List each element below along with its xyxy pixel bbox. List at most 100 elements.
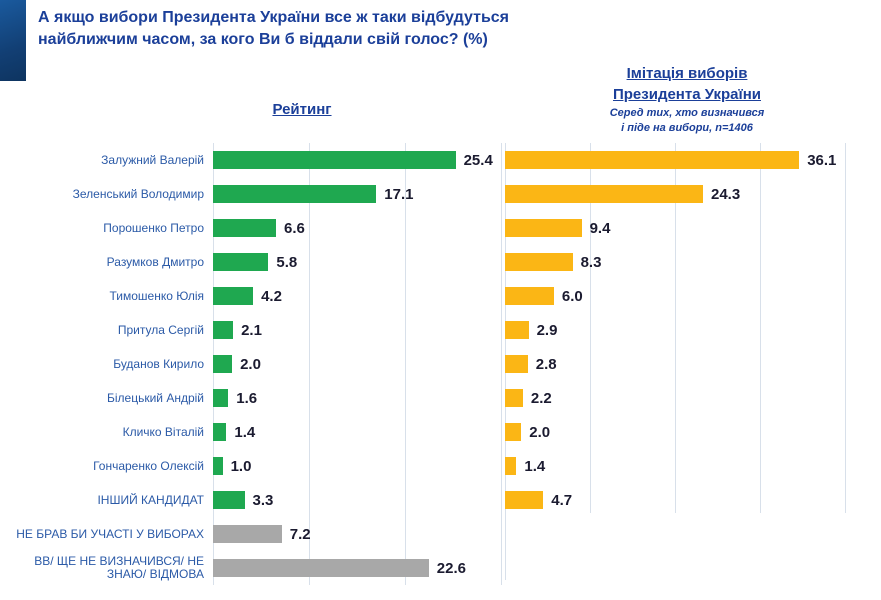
imitation-header-subtitle-1: Серед тих, хто визначився xyxy=(609,107,765,119)
rating-plot: 7.2 xyxy=(213,525,505,543)
rating-bar xyxy=(213,253,269,271)
title-line-1: А якщо вибори Президента України все ж т… xyxy=(38,9,510,26)
rating-value: 5.8 xyxy=(276,253,298,271)
bar-row: Притула Сергій 2.1 2.9 xyxy=(0,313,881,347)
bar-row: Залужний Валерій 25.4 36.1 xyxy=(0,143,881,177)
rating-plot: 4.2 xyxy=(213,287,505,305)
imitation-value: 2.0 xyxy=(529,423,551,441)
imitation-plot: 2.2 xyxy=(505,389,881,407)
rating-bar xyxy=(213,185,377,203)
rating-plot: 1.6 xyxy=(213,389,505,407)
rating-value: 3.3 xyxy=(252,491,274,509)
imitation-plot: 9.4 xyxy=(505,219,881,237)
rating-bar xyxy=(213,559,429,577)
rating-bar xyxy=(213,491,245,509)
rating-gridline xyxy=(309,143,310,585)
rating-bar xyxy=(213,287,254,305)
imitation-plot: 2.9 xyxy=(505,321,881,339)
rating-value: 2.1 xyxy=(241,321,262,339)
imitation-bar xyxy=(505,253,573,271)
rating-plot: 25.4 xyxy=(213,151,505,169)
imitation-value: 36.1 xyxy=(807,151,837,169)
imitation-gridline xyxy=(675,143,676,513)
rating-bar xyxy=(213,321,234,339)
rating-value: 7.2 xyxy=(289,525,311,543)
rating-bar xyxy=(213,355,233,373)
imitation-gridline xyxy=(590,143,591,513)
bar-row: ВВ/ ЩЕ НЕ ВИЗНАЧИВСЯ/ НЕ ЗНАЮ/ ВІДМОВА 22… xyxy=(0,551,881,585)
imitation-value: 1.4 xyxy=(524,457,546,475)
candidate-label: Білецький Андрій xyxy=(106,390,204,405)
candidate-label: ІНШИЙ КАНДИДАТ xyxy=(97,492,204,507)
bar-row: НЕ БРАВ БИ УЧАСТІ У ВИБОРАХ 7.2 xyxy=(0,517,881,551)
rating-plot: 1.0 xyxy=(213,457,505,475)
bar-row: Білецький Андрій 1.6 2.2 xyxy=(0,381,881,415)
rating-plot: 1.4 xyxy=(213,423,505,441)
candidate-label: Кличко Віталій xyxy=(122,424,204,439)
rating-bar xyxy=(213,525,282,543)
rating-value: 4.2 xyxy=(261,287,282,305)
bar-row: Гончаренко Олексій 1.0 1.4 xyxy=(0,449,881,483)
imitation-value: 6.0 xyxy=(561,287,583,305)
imitation-bar xyxy=(505,457,517,475)
rating-plot: 6.6 xyxy=(213,219,505,237)
rating-column-header: Рейтинг xyxy=(272,101,332,118)
rating-value: 2.0 xyxy=(240,355,261,373)
candidate-label: НЕ БРАВ БИ УЧАСТІ У ВИБОРАХ xyxy=(16,526,204,541)
candidate-label: Порошенко Петро xyxy=(103,220,204,235)
rating-gridline xyxy=(405,143,406,585)
imitation-gridline xyxy=(760,143,761,513)
imitation-column-header: Імітація виборів Президента України Сере… xyxy=(572,63,802,135)
imitation-header-line-1: Імітація виборів xyxy=(626,65,748,82)
rating-bar xyxy=(213,423,227,441)
rating-plot: 5.8 xyxy=(213,253,505,271)
imitation-header-subtitle-2: і піде на вибори, n=1406 xyxy=(621,122,753,134)
rating-plot: 2.1 xyxy=(213,321,505,339)
rating-plot: 22.6 xyxy=(213,559,505,577)
imitation-bar xyxy=(505,389,523,407)
imitation-bar xyxy=(505,321,529,339)
imitation-gridline xyxy=(845,143,846,513)
rating-value: 6.6 xyxy=(284,219,305,237)
rating-value: 17.1 xyxy=(384,185,414,203)
bar-row: Зеленський Володимир 17.1 24.3 xyxy=(0,177,881,211)
imitation-header-line-2: Президента України xyxy=(612,86,761,103)
imitation-bar xyxy=(505,185,703,203)
imitation-plot: 2.8 xyxy=(505,355,881,373)
candidate-label: Буданов Кирило xyxy=(113,356,204,371)
imitation-plot: 2.0 xyxy=(505,423,881,441)
imitation-plot: 6.0 xyxy=(505,287,881,305)
imitation-plot: 36.1 xyxy=(505,151,881,169)
imitation-value: 9.4 xyxy=(589,219,611,237)
rating-value: 1.4 xyxy=(234,423,256,441)
candidate-label: Гончаренко Олексій xyxy=(93,458,204,473)
rating-value: 25.4 xyxy=(463,151,493,169)
bar-row: Тимошенко Юлія 4.2 6.0 xyxy=(0,279,881,313)
rating-gridline xyxy=(501,143,502,585)
bar-row: Буданов Кирило 2.0 2.8 xyxy=(0,347,881,381)
bar-row: Кличко Віталій 1.4 2.0 xyxy=(0,415,881,449)
rating-bar xyxy=(213,219,276,237)
page-title: А якщо вибори Президента України все ж т… xyxy=(38,7,638,51)
rating-value: 1.0 xyxy=(230,457,252,475)
candidate-label: Залужний Валерій xyxy=(101,152,204,167)
rating-bar xyxy=(213,151,456,169)
imitation-bar xyxy=(505,355,528,373)
imitation-plot: 4.7 xyxy=(505,491,881,509)
imitation-bar xyxy=(505,219,582,237)
imitation-value: 8.3 xyxy=(580,253,602,271)
imitation-value: 2.2 xyxy=(530,389,552,407)
rating-value: 22.6 xyxy=(436,559,466,577)
rating-plot: 2.0 xyxy=(213,355,505,373)
rating-plot: 17.1 xyxy=(213,185,505,203)
imitation-value: 2.9 xyxy=(536,321,558,339)
bar-row: Порошенко Петро 6.6 9.4 xyxy=(0,211,881,245)
bar-chart: Залужний Валерій 25.4 36.1 Зеленський Волод… xyxy=(0,143,881,588)
candidate-label: Зеленський Володимир xyxy=(72,186,204,201)
imitation-bar xyxy=(505,151,800,169)
candidate-label: ВВ/ ЩЕ НЕ ВИЗНАЧИВСЯ/ НЕ ЗНАЮ/ ВІДМОВА xyxy=(34,554,204,581)
imitation-value: 24.3 xyxy=(711,185,741,203)
rating-plot: 3.3 xyxy=(213,491,505,509)
imitation-bar xyxy=(505,491,544,509)
